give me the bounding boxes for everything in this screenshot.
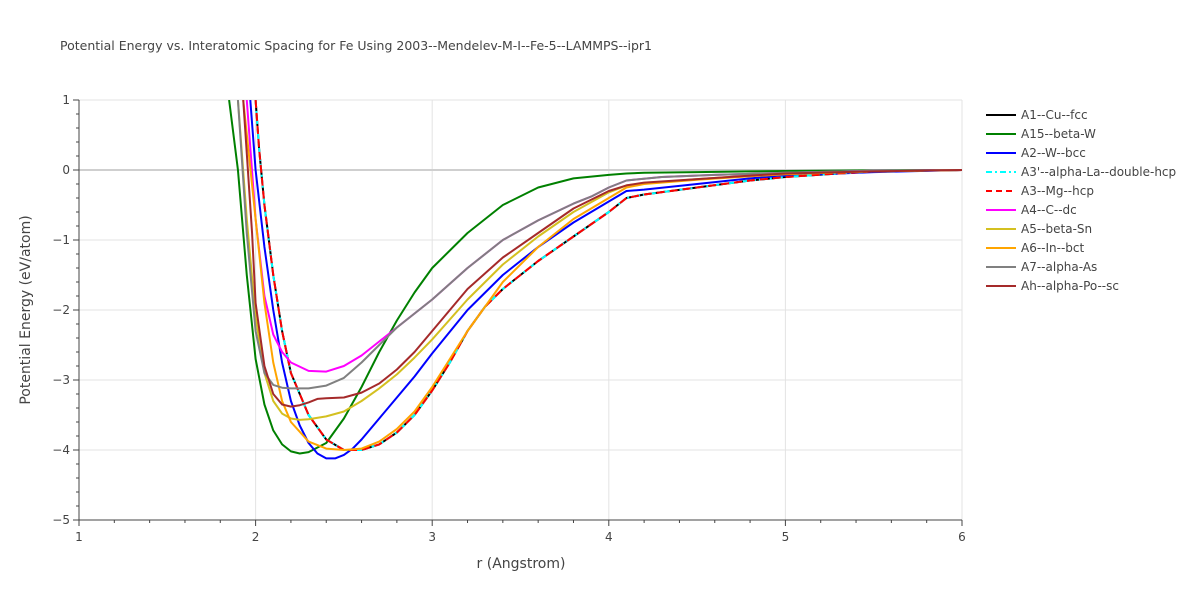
- legend-label: A15--beta-W: [1021, 127, 1096, 141]
- legend[interactable]: A1--Cu--fcc A15--beta-W A2--W--bcc A3'--alp…: [986, 108, 1176, 293]
- y-tick-label: −5: [52, 513, 70, 527]
- x-tick-label: 1: [75, 530, 83, 544]
- legend-label: A5--beta-Sn: [1021, 222, 1092, 236]
- x-tick-label: 5: [782, 530, 790, 544]
- y-tick-labels: 1 0 −1 −2 −3 −4 −5: [52, 93, 70, 527]
- series-line: [236, 100, 962, 390]
- legend-item[interactable]: A6--In--bct: [986, 241, 1085, 255]
- y-tick-label: −1: [52, 233, 70, 247]
- y-tick-label: −3: [52, 373, 70, 387]
- legend-label: A3--Mg--hcp: [1021, 184, 1094, 198]
- series-line: [228, 100, 962, 455]
- x-tick-label: 3: [428, 530, 436, 544]
- plot-area: [228, 100, 962, 460]
- x-tick-label: 4: [605, 530, 613, 544]
- legend-item[interactable]: A15--beta-W: [986, 127, 1096, 141]
- legend-label: Ah--alpha-Po--sc: [1021, 279, 1119, 293]
- x-tick-labels: 1 2 3 4 5 6: [75, 530, 966, 544]
- axes: [73, 99, 963, 526]
- legend-item[interactable]: A1--Cu--fcc: [986, 108, 1088, 122]
- legend-item[interactable]: Ah--alpha-Po--sc: [986, 279, 1119, 293]
- legend-label: A6--In--bct: [1021, 241, 1085, 255]
- y-tick-label: 1: [62, 93, 70, 107]
- x-tick-label: 2: [252, 530, 260, 544]
- legend-label: A7--alpha-As: [1021, 260, 1097, 274]
- series-line: [249, 100, 962, 460]
- legend-label: A2--W--bcc: [1021, 146, 1086, 160]
- y-tick-label: 0: [62, 163, 70, 177]
- legend-label: A3'--alpha-La--double-hcp: [1021, 165, 1176, 179]
- legend-item[interactable]: A3--Mg--hcp: [986, 184, 1094, 198]
- x-tick-label: 6: [958, 530, 966, 544]
- legend-item[interactable]: A7--alpha-As: [986, 260, 1097, 274]
- legend-label: A4--C--dc: [1021, 203, 1077, 217]
- y-tick-label: −2: [52, 303, 70, 317]
- x-axis-label: r (Angstrom): [477, 556, 566, 572]
- y-tick-label: −4: [52, 443, 70, 457]
- legend-label: A1--Cu--fcc: [1021, 108, 1088, 122]
- legend-item[interactable]: A3'--alpha-La--double-hcp: [986, 165, 1176, 179]
- legend-item[interactable]: A2--W--bcc: [986, 146, 1086, 160]
- chart-title: Potential Energy vs. Interatomic Spacing…: [60, 38, 652, 53]
- series-line: [242, 100, 962, 408]
- y-axis-label: Potential Energy (eV/atom): [18, 215, 34, 404]
- legend-item[interactable]: A5--beta-Sn: [986, 222, 1092, 236]
- legend-item[interactable]: A4--C--dc: [986, 203, 1077, 217]
